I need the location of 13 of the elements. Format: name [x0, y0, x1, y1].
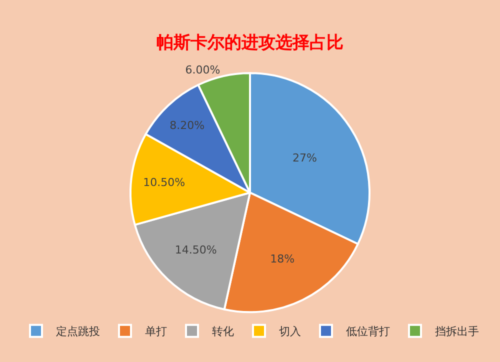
legend-label: 挡拆出手 — [435, 325, 479, 338]
data-label: 18% — [270, 252, 295, 266]
data-label: 8.20% — [170, 119, 205, 132]
data-label: 6.00% — [185, 63, 220, 76]
legend-label: 切入 — [279, 325, 301, 338]
legend-label: 定点跳投 — [56, 325, 100, 338]
data-label: 10.50% — [143, 176, 186, 189]
chart-title: 帕斯卡尔的进攻选择占比 — [156, 33, 344, 54]
data-label: 27% — [292, 152, 317, 165]
legend-label: 转化 — [212, 325, 234, 338]
legend-label: 低位背打 — [346, 325, 390, 338]
legend-label: 单打 — [145, 325, 167, 338]
data-label: 14.50% — [174, 243, 217, 256]
